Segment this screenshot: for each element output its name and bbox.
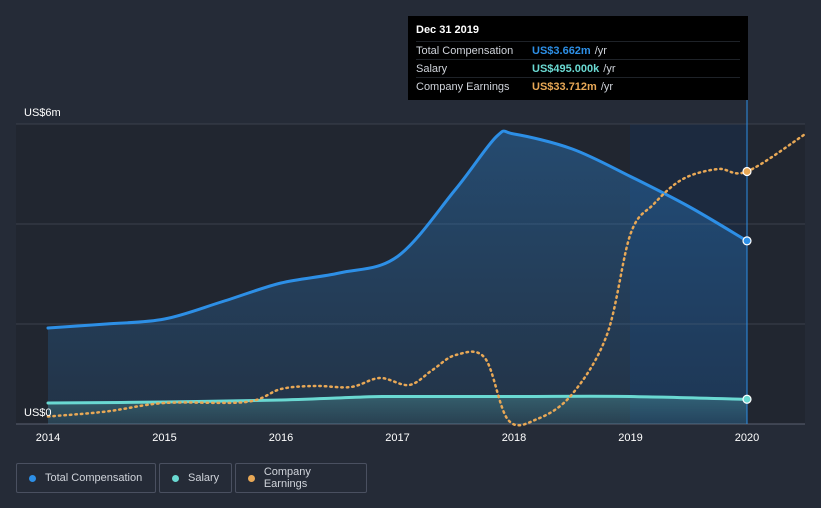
- y-tick-label: US$0: [24, 407, 52, 419]
- tooltip-value: US$495.000k: [532, 62, 600, 75]
- total-compensation-marker: [742, 236, 752, 246]
- company-earnings-line: [46, 132, 807, 427]
- tooltip-unit: /yr: [603, 62, 616, 75]
- legend-label: Salary: [188, 472, 220, 484]
- legend-item-total-compensation[interactable]: Total Compensation: [16, 463, 156, 493]
- x-tick-label: 2015: [152, 432, 176, 444]
- legend-dot-icon: [29, 474, 36, 482]
- x-tick-label: 2019: [618, 432, 642, 444]
- tooltip-unit: /yr: [600, 80, 614, 93]
- legend-label: Total Compensation: [45, 472, 143, 484]
- salary-marker: [742, 394, 752, 404]
- legend-item-salary[interactable]: Salary: [159, 463, 232, 493]
- compensation-chart: US$0 US$6m 2014 2015 2016 2017 2018 2019 2020: [16, 100, 807, 444]
- tooltip-label: Company Earnings: [416, 80, 510, 93]
- total-compensation-line: [46, 129, 749, 330]
- tooltip-row-salary: Salary US$495.000k /yr: [416, 59, 740, 77]
- total-compensation-area: [48, 130, 747, 424]
- x-tick-label: 2016: [269, 432, 293, 444]
- legend-label: Company Earnings: [263, 466, 311, 490]
- tooltip-row-total: Total Compensation US$3.662m /yr: [416, 41, 740, 59]
- legend-item-company-earnings[interactable]: Company Earnings: [235, 463, 367, 493]
- tooltip-unit: /yr: [594, 44, 607, 57]
- tooltip-label: Salary: [416, 62, 448, 75]
- x-tick-label: 2018: [502, 432, 526, 444]
- y-tick-label: US$6m: [24, 107, 61, 119]
- x-tick-label: 2017: [385, 432, 409, 444]
- legend-dot-icon: [172, 474, 179, 482]
- tooltip-row-earnings: Company Earnings US$33.712m /yr: [416, 77, 740, 95]
- x-tick-label: 2020: [735, 432, 759, 444]
- tooltip: Dec 31 2019 Total Compensation US$3.662m…: [408, 16, 748, 100]
- tooltip-label: Total Compensation: [416, 44, 514, 57]
- tooltip-value: US$3.662m: [532, 44, 591, 57]
- legend-dot-icon: [248, 474, 255, 482]
- company-earnings-marker: [742, 166, 752, 177]
- tooltip-date: Dec 31 2019: [416, 24, 479, 36]
- x-tick-label: 2014: [36, 432, 60, 444]
- tooltip-value: US$33.712m: [532, 80, 597, 93]
